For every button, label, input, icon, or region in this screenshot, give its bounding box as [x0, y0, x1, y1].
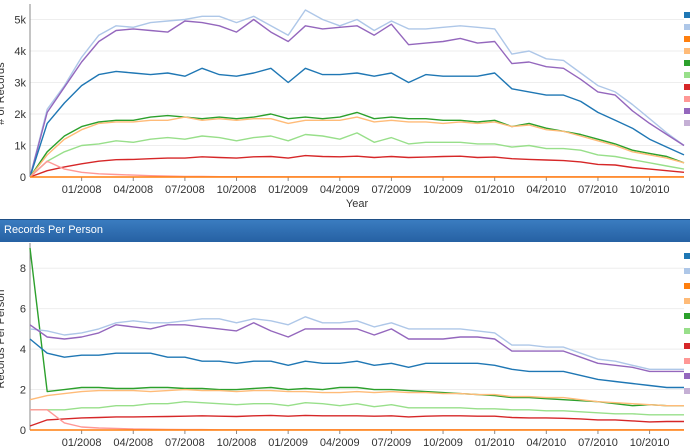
x-tick-label: 07/2010 — [578, 184, 618, 196]
legend-swatch — [684, 268, 690, 274]
x-tick-label: 07/2009 — [372, 437, 412, 447]
legend-swatch — [684, 328, 690, 334]
x-tick-label: 10/2009 — [423, 437, 463, 447]
x-axis-label: Year — [346, 198, 369, 210]
series-line-5 — [30, 400, 684, 416]
y-tick-label: 8 — [20, 263, 26, 275]
x-tick-label: 01/2009 — [268, 184, 308, 196]
y-tick-label: 1k — [14, 140, 26, 152]
legend-swatch — [684, 358, 690, 364]
legend-swatch — [684, 84, 690, 90]
legend-swatch — [684, 388, 690, 394]
x-tick-label: 04/2009 — [320, 437, 360, 447]
series-line-2 — [29, 322, 684, 373]
y-tick-label: 2k — [14, 109, 26, 121]
series-line-3 — [29, 338, 684, 389]
x-tick-label: 07/2008 — [165, 437, 205, 447]
x-tick-label: 01/2008 — [62, 184, 102, 196]
x-tick-label: 07/2009 — [372, 184, 412, 196]
y-tick-label: 4 — [20, 344, 26, 356]
legend-swatch — [684, 313, 690, 319]
section-title: Records Per Person — [4, 224, 104, 236]
x-tick-label: 01/2010 — [475, 184, 515, 196]
legend-swatch — [684, 48, 690, 54]
y-tick-label: 6 — [20, 304, 26, 316]
series-line-0 — [29, 247, 684, 407]
legend-swatch — [684, 298, 690, 304]
series-line-1 — [29, 316, 684, 371]
legend-swatch — [684, 72, 690, 78]
legend-swatch — [684, 96, 690, 102]
legend-swatch — [684, 108, 690, 114]
series-line-1 — [29, 18, 685, 178]
x-tick-label: 10/2010 — [630, 184, 670, 196]
y-tick-label: 4k — [14, 46, 26, 58]
series-line-5 — [29, 132, 685, 178]
legend-swatch — [684, 120, 690, 126]
series-line-3 — [29, 111, 685, 178]
records-count-chart: 0 1k 2k 3k 4k 5k 01/2008 04/2008 07/2008 10/2008 0… — [0, 4, 685, 210]
legend-swatch — [684, 36, 690, 42]
series-line-4 — [29, 116, 685, 178]
records-per-person-chart: 0 2 4 6 8 01/2008 04/2008 07/2008 10/2008 01/2009… — [0, 243, 684, 447]
x-tick-label: 04/2010 — [526, 184, 566, 196]
x-tick-label: 04/2009 — [320, 184, 360, 196]
series-line-7 — [29, 160, 684, 178]
y-tick-label: 0 — [20, 172, 26, 184]
x-tick-label: 01/2009 — [268, 437, 308, 447]
series-line-6 — [29, 414, 684, 427]
x-tick-label: 10/2010 — [630, 437, 670, 447]
legend-swatch — [684, 373, 690, 379]
legend-swatch — [684, 24, 690, 30]
series-line-0 — [29, 9, 685, 178]
y-axis-label: Records Per Person — [0, 289, 7, 388]
x-tick-label: 01/2010 — [475, 437, 515, 447]
legend-swatch — [684, 283, 690, 289]
legend-swatch — [684, 60, 690, 66]
series-line-6 — [29, 154, 685, 178]
x-tick-label: 01/2008 — [62, 437, 102, 447]
y-tick-label: 5k — [14, 14, 26, 26]
x-tick-label: 04/2008 — [113, 184, 153, 196]
legend-swatch — [684, 253, 690, 259]
series-line-4 — [29, 388, 684, 407]
x-tick-label: 07/2008 — [165, 184, 205, 196]
section-header: Records Per Person — [0, 219, 690, 242]
y-axis-label: # of Records — [0, 62, 7, 125]
x-tick-label: 04/2008 — [113, 437, 153, 447]
x-tick-label: 10/2008 — [217, 437, 257, 447]
legend-swatch — [684, 12, 690, 18]
x-tick-label: 07/2010 — [578, 437, 618, 447]
x-tick-label: 04/2010 — [526, 437, 566, 447]
y-tick-label: 2 — [20, 385, 26, 397]
y-tick-label: 3k — [14, 77, 26, 89]
x-tick-label: 10/2008 — [217, 184, 257, 196]
x-tick-label: 10/2009 — [423, 184, 463, 196]
legend-swatch — [684, 343, 690, 349]
series-line-2 — [29, 67, 685, 178]
y-tick-label: 0 — [20, 425, 26, 437]
